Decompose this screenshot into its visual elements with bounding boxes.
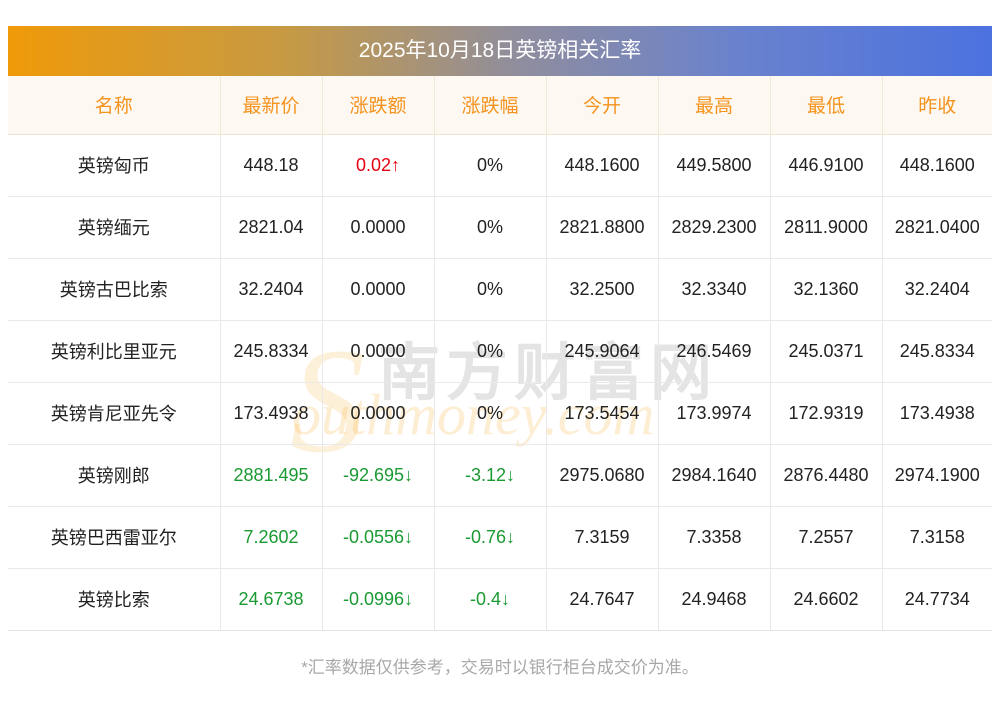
table-row[interactable]: 英镑匈币 448.18 0.02↑ 0% 448.1600 449.5800 446.910… bbox=[8, 134, 992, 197]
cell-currency-name: 英镑刚郎 bbox=[8, 444, 221, 507]
cell-low: 2811.9000 bbox=[770, 196, 883, 259]
cell-high: 32.3340 bbox=[658, 258, 771, 321]
column-header-low[interactable]: 最低 bbox=[770, 76, 883, 135]
page-title: 2025年10月18日英镑相关汇率 bbox=[8, 26, 992, 76]
cell-change-pct: -0.4↓ bbox=[434, 568, 547, 631]
cell-change: 0.02↑ bbox=[322, 134, 435, 197]
cell-last-price: 7.2602 bbox=[220, 506, 323, 569]
cell-change-pct: 0% bbox=[434, 382, 547, 445]
exchange-rate-page: S 南方财富网 outhmoney.com 2025年10月18日英镑相关汇率 … bbox=[0, 26, 1000, 723]
cell-high: 24.9468 bbox=[658, 568, 771, 631]
cell-low: 245.0371 bbox=[770, 320, 883, 383]
column-header-high[interactable]: 最高 bbox=[658, 76, 771, 135]
cell-open: 2821.8800 bbox=[546, 196, 659, 259]
cell-last-price: 173.4938 bbox=[220, 382, 323, 445]
cell-high: 2984.1640 bbox=[658, 444, 771, 507]
exchange-rate-table: 名称 最新价 涨跌额 涨跌幅 今开 最高 最低 昨收 英镑匈币 448.18 0.0… bbox=[8, 76, 992, 631]
cell-change: 0.0000 bbox=[322, 382, 435, 445]
cell-open: 173.5454 bbox=[546, 382, 659, 445]
cell-prev-close: 24.7734 bbox=[882, 568, 992, 631]
cell-change-pct: 0% bbox=[434, 258, 547, 321]
cell-prev-close: 173.4938 bbox=[882, 382, 992, 445]
cell-change: 0.0000 bbox=[322, 196, 435, 259]
cell-last-price: 2821.04 bbox=[220, 196, 323, 259]
cell-currency-name: 英镑缅元 bbox=[8, 196, 221, 259]
cell-currency-name: 英镑匈币 bbox=[8, 134, 221, 197]
cell-change-pct: -0.76↓ bbox=[434, 506, 547, 569]
column-header-name[interactable]: 名称 bbox=[8, 76, 221, 135]
cell-last-price: 448.18 bbox=[220, 134, 323, 197]
cell-change: -0.0996↓ bbox=[322, 568, 435, 631]
column-header-last-price[interactable]: 最新价 bbox=[220, 76, 323, 135]
table-row[interactable]: 英镑缅元 2821.04 0.0000 0% 2821.8800 2829.2300 281… bbox=[8, 196, 992, 259]
cell-prev-close: 2821.0400 bbox=[882, 196, 992, 259]
cell-low: 7.2557 bbox=[770, 506, 883, 569]
column-header-change[interactable]: 涨跌额 bbox=[322, 76, 435, 135]
cell-open: 2975.0680 bbox=[546, 444, 659, 507]
cell-open: 245.9064 bbox=[546, 320, 659, 383]
table-row[interactable]: 英镑刚郎 2881.495 -92.695↓ -3.12↓ 2975.0680 2984.… bbox=[8, 444, 992, 507]
cell-prev-close: 7.3158 bbox=[882, 506, 992, 569]
cell-last-price: 245.8334 bbox=[220, 320, 323, 383]
cell-currency-name: 英镑比索 bbox=[8, 568, 221, 631]
cell-high: 2829.2300 bbox=[658, 196, 771, 259]
cell-last-price: 24.6738 bbox=[220, 568, 323, 631]
cell-prev-close: 2974.1900 bbox=[882, 444, 992, 507]
table-row[interactable]: 英镑巴西雷亚尔 7.2602 -0.0556↓ -0.76↓ 7.3159 7.3358 7… bbox=[8, 506, 992, 569]
cell-currency-name: 英镑古巴比索 bbox=[8, 258, 221, 321]
table-row[interactable]: 英镑古巴比索 32.2404 0.0000 0% 32.2500 32.3340 32.13… bbox=[8, 258, 992, 321]
cell-open: 7.3159 bbox=[546, 506, 659, 569]
cell-change-pct: 0% bbox=[434, 320, 547, 383]
table-row[interactable]: 英镑肯尼亚先令 173.4938 0.0000 0% 173.5454 173.9974 1… bbox=[8, 382, 992, 445]
cell-change-pct: 0% bbox=[434, 134, 547, 197]
column-header-open[interactable]: 今开 bbox=[546, 76, 659, 135]
cell-change-pct: 0% bbox=[434, 196, 547, 259]
table-header: 名称 最新价 涨跌额 涨跌幅 今开 最高 最低 昨收 bbox=[8, 76, 992, 135]
cell-low: 24.6602 bbox=[770, 568, 883, 631]
cell-high: 246.5469 bbox=[658, 320, 771, 383]
cell-high: 449.5800 bbox=[658, 134, 771, 197]
cell-change: -92.695↓ bbox=[322, 444, 435, 507]
cell-prev-close: 448.1600 bbox=[882, 134, 992, 197]
cell-change: 0.0000 bbox=[322, 320, 435, 383]
cell-currency-name: 英镑肯尼亚先令 bbox=[8, 382, 221, 445]
cell-change: -0.0556↓ bbox=[322, 506, 435, 569]
cell-low: 2876.4480 bbox=[770, 444, 883, 507]
cell-open: 32.2500 bbox=[546, 258, 659, 321]
cell-open: 448.1600 bbox=[546, 134, 659, 197]
cell-open: 24.7647 bbox=[546, 568, 659, 631]
cell-change-pct: -3.12↓ bbox=[434, 444, 547, 507]
cell-high: 173.9974 bbox=[658, 382, 771, 445]
table-row[interactable]: 英镑比索 24.6738 -0.0996↓ -0.4↓ 24.7647 24.9468 24… bbox=[8, 568, 992, 631]
cell-prev-close: 32.2404 bbox=[882, 258, 992, 321]
cell-low: 446.9100 bbox=[770, 134, 883, 197]
cell-currency-name: 英镑利比里亚元 bbox=[8, 320, 221, 383]
column-header-prev-close[interactable]: 昨收 bbox=[882, 76, 992, 135]
cell-low: 172.9319 bbox=[770, 382, 883, 445]
cell-low: 32.1360 bbox=[770, 258, 883, 321]
disclaimer-note: *汇率数据仅供参考，交易时以银行柜台成交价为准。 bbox=[301, 657, 699, 677]
table-header-row: 名称 最新价 涨跌额 涨跌幅 今开 最高 最低 昨收 bbox=[8, 76, 992, 135]
column-header-change-pct[interactable]: 涨跌幅 bbox=[434, 76, 547, 135]
cell-change: 0.0000 bbox=[322, 258, 435, 321]
cell-last-price: 2881.495 bbox=[220, 444, 323, 507]
cell-high: 7.3358 bbox=[658, 506, 771, 569]
cell-prev-close: 245.8334 bbox=[882, 320, 992, 383]
cell-last-price: 32.2404 bbox=[220, 258, 323, 321]
table-row[interactable]: 英镑利比里亚元 245.8334 0.0000 0% 245.9064 246.5469 2… bbox=[8, 320, 992, 383]
table-body: 英镑匈币 448.18 0.02↑ 0% 448.1600 449.5800 446.910… bbox=[8, 134, 992, 631]
cell-currency-name: 英镑巴西雷亚尔 bbox=[8, 506, 221, 569]
